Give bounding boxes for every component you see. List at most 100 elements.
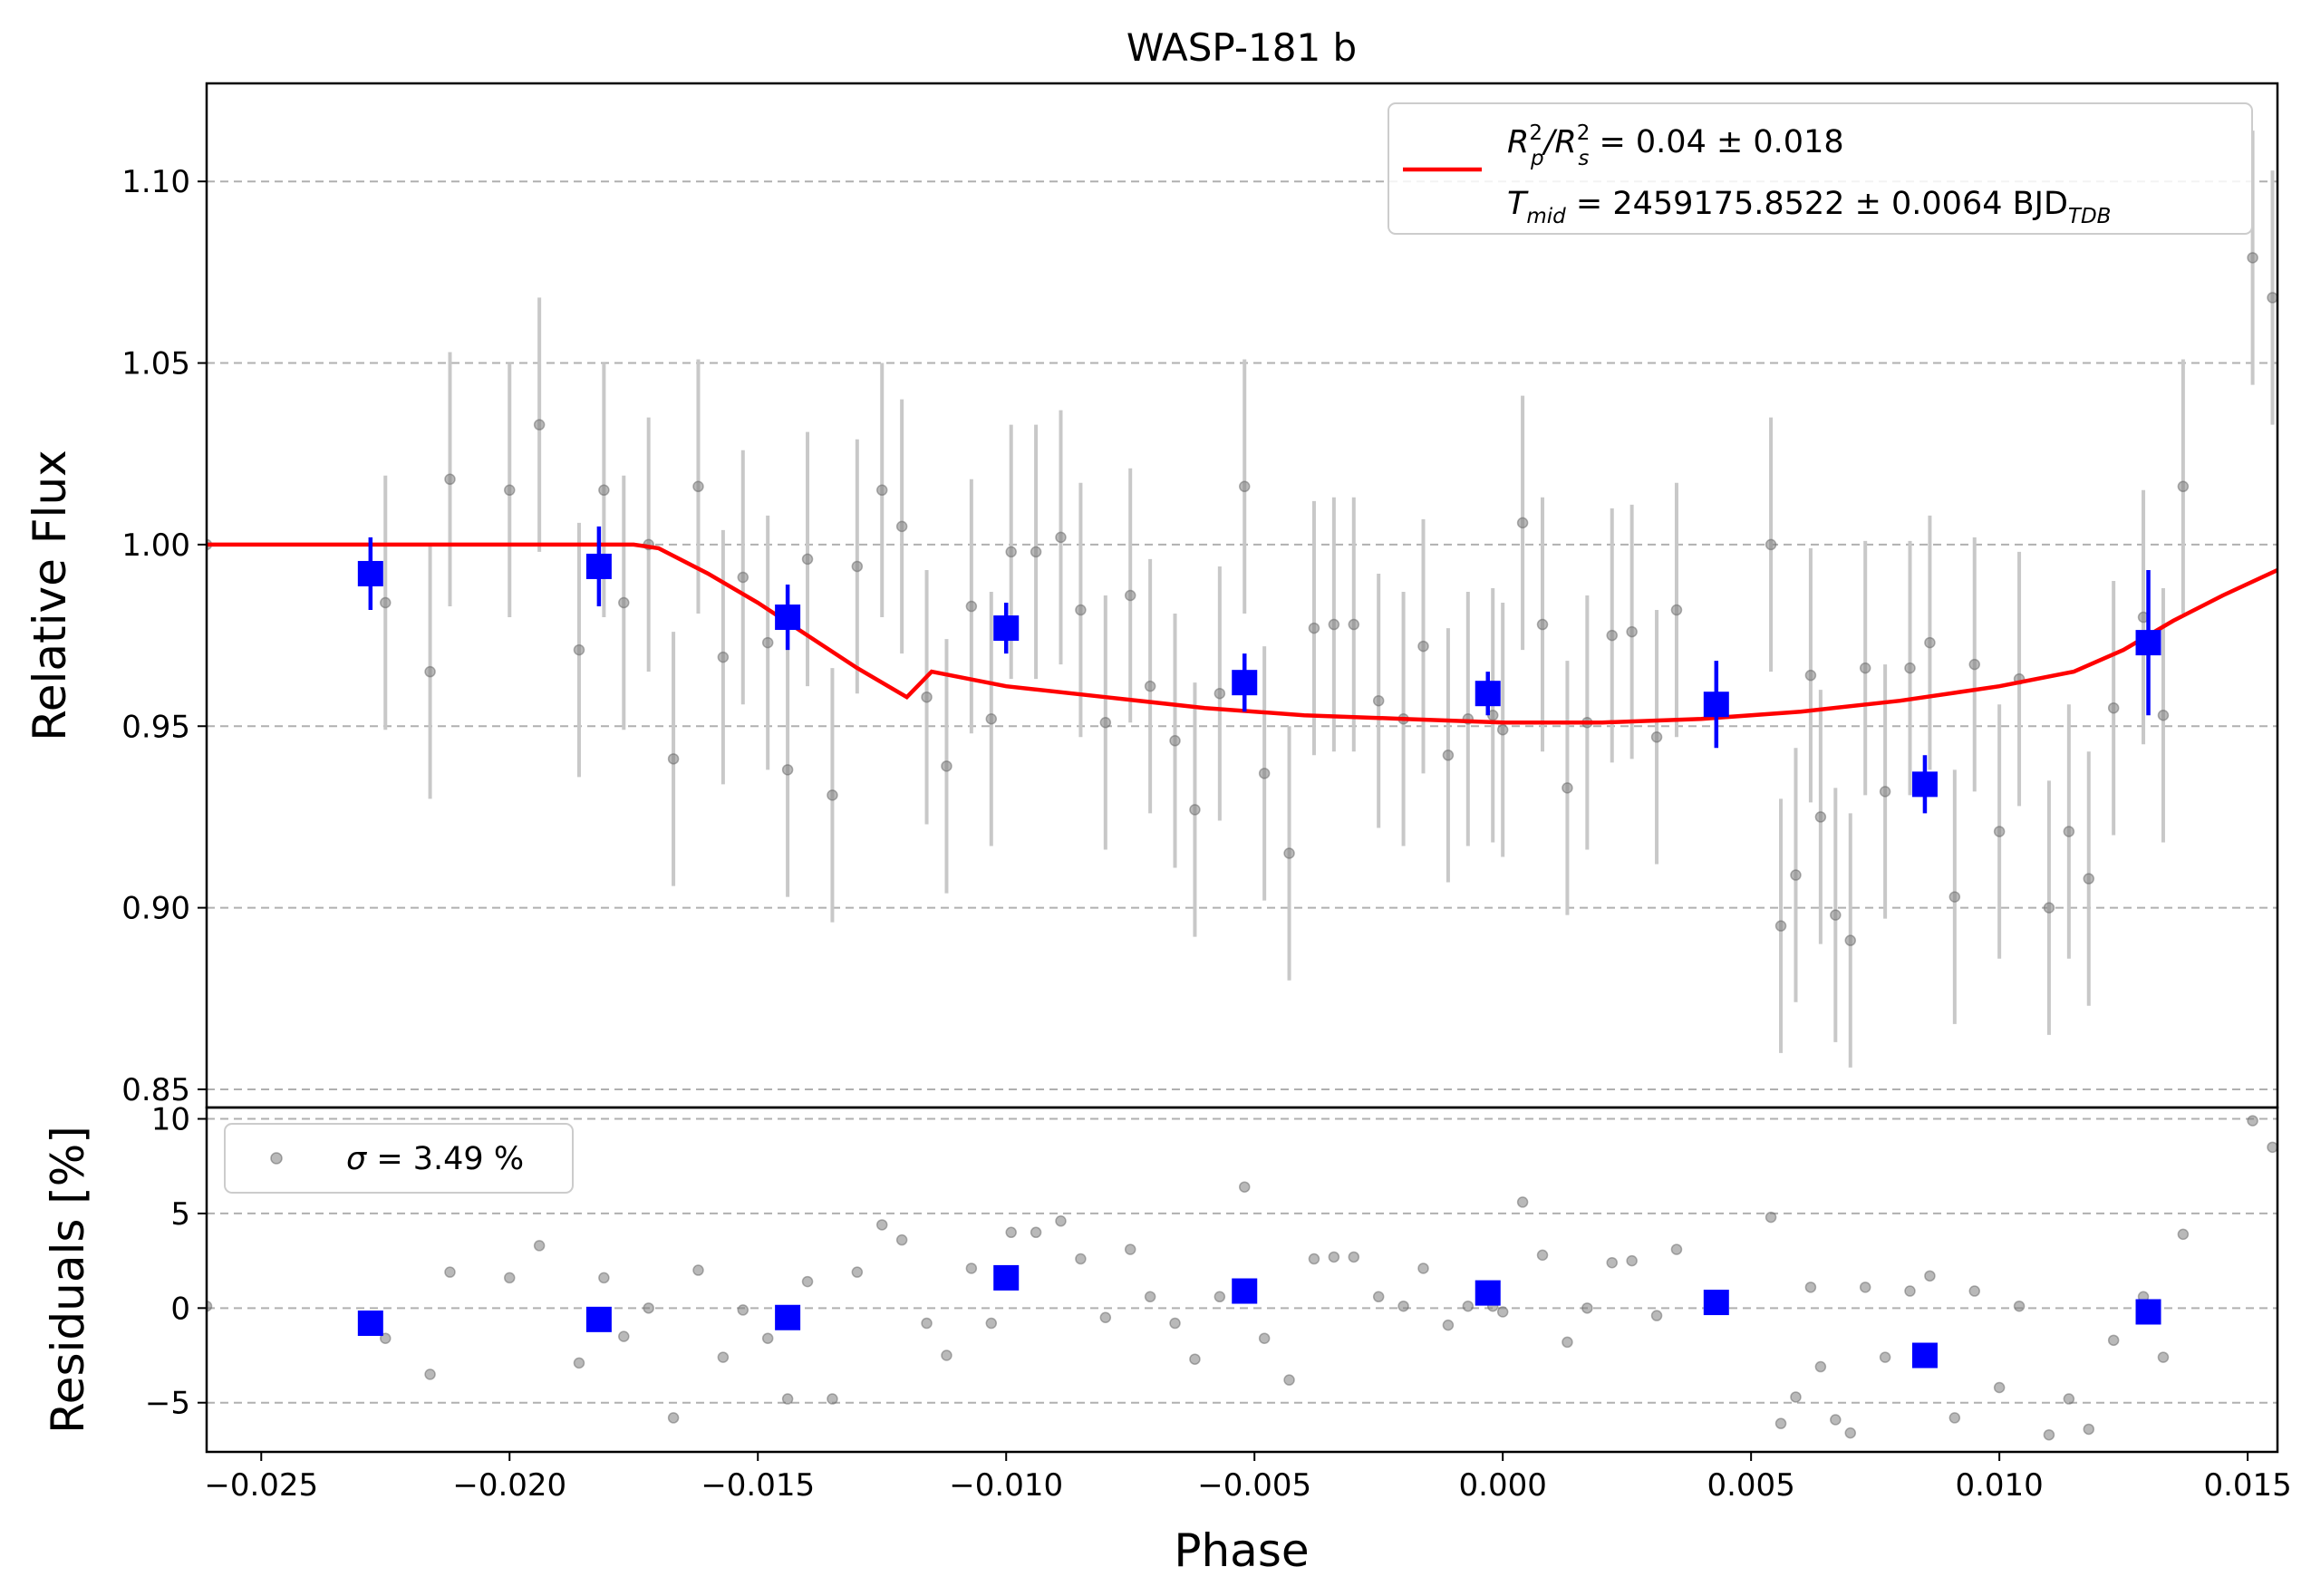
residuals-y-label: Residuals [%] <box>42 1126 94 1434</box>
raw-point <box>717 651 730 663</box>
residual-raw-point <box>1124 1243 1136 1255</box>
raw-point <box>444 473 456 486</box>
binned-point <box>1911 771 1938 798</box>
raw-point <box>1238 480 1251 493</box>
legend-depth-entry: R2 p/R2 s = 0.04 ± 0.018 <box>1507 121 1844 170</box>
flux-y-tick-label: 1.10 <box>121 164 190 200</box>
residual-raw-point <box>643 1302 654 1314</box>
raw-point <box>1169 735 1181 747</box>
phase-x-tick-label: −0.020 <box>452 1467 566 1504</box>
raw-point <box>895 520 908 533</box>
residual-raw-point <box>1005 1226 1017 1239</box>
residual-raw-point <box>598 1272 610 1284</box>
residual-raw-point <box>1496 1306 1509 1318</box>
residual-raw-points <box>207 1115 2277 1441</box>
residuals-legend: σ = 3.49 % <box>224 1123 574 1194</box>
residual-raw-point <box>1814 1360 1827 1373</box>
raw-point <box>1258 768 1271 779</box>
chart-title: WASP-181 b <box>1126 25 1357 70</box>
legend-residual-swatch <box>270 1152 283 1165</box>
raw-point <box>851 560 864 573</box>
residual-raw-point <box>1804 1282 1817 1293</box>
raw-point <box>1993 826 2006 837</box>
phase-x-label: Phase <box>1174 1524 1309 1577</box>
residual-raw-point <box>1462 1300 1475 1312</box>
binned-point <box>585 553 612 579</box>
residual-raw-point <box>1948 1412 1961 1424</box>
phase-x-tick-label: −0.010 <box>949 1467 1063 1504</box>
raw-point <box>985 712 998 725</box>
binned-point <box>993 615 1020 642</box>
phase-x-tick-label: −0.025 <box>204 1467 318 1504</box>
raw-point <box>2043 902 2055 914</box>
raw-point <box>1189 804 1201 816</box>
phase-x-tick-label: 0.000 <box>1459 1467 1547 1504</box>
raw-point <box>2157 709 2170 721</box>
phase-x-tick-label: 0.005 <box>1707 1467 1794 1504</box>
residual-binned-point <box>1232 1278 1258 1304</box>
raw-point <box>1308 622 1320 634</box>
residual-y-tick-label: −5 <box>145 1386 190 1422</box>
residual-raw-point <box>2177 1228 2190 1241</box>
residual-binned-point <box>357 1311 383 1337</box>
raw-point <box>965 600 978 613</box>
residual-raw-point <box>1308 1253 1320 1265</box>
raw-point <box>1030 546 1042 558</box>
transit-model-line <box>207 542 2277 725</box>
residual-raw-point <box>1348 1251 1360 1263</box>
raw-point <box>827 789 838 801</box>
raw-errorbars <box>383 131 2275 1068</box>
residual-raw-point <box>1830 1414 1842 1426</box>
residual-raw-point <box>2013 1300 2026 1312</box>
legend-sigma-entry: σ = 3.49 % <box>346 1141 524 1177</box>
residual-raw-point <box>1844 1427 1857 1439</box>
raw-point <box>2063 826 2075 837</box>
phase-x-tick-label: 0.010 <box>1955 1467 2043 1504</box>
residual-raw-point <box>965 1262 978 1274</box>
residual-raw-point <box>504 1272 516 1284</box>
raw-point <box>1055 531 1067 544</box>
residuals-axes-frame <box>205 1106 2279 1454</box>
flux-y-ticks: 0.85 0.90 0.95 1.00 1.05 1.10 <box>121 164 207 1108</box>
raw-point <box>1372 694 1385 707</box>
residual-raw-point <box>2267 1141 2277 1154</box>
residual-raw-point <box>827 1393 838 1405</box>
raw-point <box>1562 782 1573 794</box>
raw-point <box>424 665 436 678</box>
raw-point <box>2267 292 2277 304</box>
residual-binned-point <box>585 1306 612 1332</box>
residual-raw-point <box>1774 1417 1787 1429</box>
raw-point <box>1765 538 1777 551</box>
residual-raw-point <box>761 1332 774 1344</box>
raw-point <box>2177 480 2190 493</box>
binned-point <box>357 560 383 586</box>
residual-raw-point <box>2063 1393 2075 1405</box>
residual-raw-point <box>618 1330 630 1342</box>
raw-point <box>1005 546 1017 558</box>
residual-raw-point <box>1238 1181 1251 1193</box>
residual-raw-point <box>2247 1115 2258 1127</box>
raw-point <box>1516 517 1529 529</box>
phase-x-tick-label: −0.005 <box>1197 1467 1311 1504</box>
residual-raw-point <box>2107 1334 2120 1347</box>
residual-raw-point <box>1417 1262 1429 1274</box>
residual-raw-point <box>1258 1332 1271 1344</box>
residual-raw-point <box>1372 1291 1385 1303</box>
raw-point <box>875 484 888 497</box>
residual-raw-point <box>895 1233 908 1246</box>
raw-point <box>618 596 630 609</box>
residual-binned-point <box>1911 1342 1938 1369</box>
binned-point <box>1232 670 1258 696</box>
residual-raw-point <box>1099 1311 1112 1324</box>
residual-raw-point <box>1765 1211 1777 1224</box>
raw-point <box>1774 920 1787 932</box>
flux-y-label: Relative Flux <box>24 450 76 740</box>
residual-raw-point <box>1442 1319 1455 1331</box>
binned-points <box>357 553 2161 798</box>
residuals-y-ticks: −5 0 5 10 <box>145 1102 207 1422</box>
raw-point <box>598 484 610 497</box>
raw-points <box>207 252 2277 946</box>
raw-point <box>1650 731 1663 743</box>
legend-tmid-entry: Tmid = 2459175.8522 ± 0.0064 BJDTDB <box>1507 186 2111 228</box>
